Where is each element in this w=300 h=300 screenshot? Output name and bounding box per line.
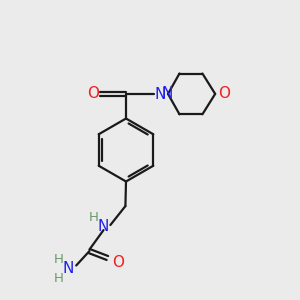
Text: N: N (154, 87, 166, 102)
Text: O: O (87, 86, 99, 101)
Text: N: N (62, 261, 74, 276)
Text: H: H (53, 253, 63, 266)
Text: H: H (89, 211, 98, 224)
Text: N: N (98, 219, 109, 234)
Text: O: O (218, 86, 230, 101)
Text: H: H (53, 272, 63, 285)
Text: O: O (112, 255, 124, 270)
Text: N: N (162, 86, 173, 101)
